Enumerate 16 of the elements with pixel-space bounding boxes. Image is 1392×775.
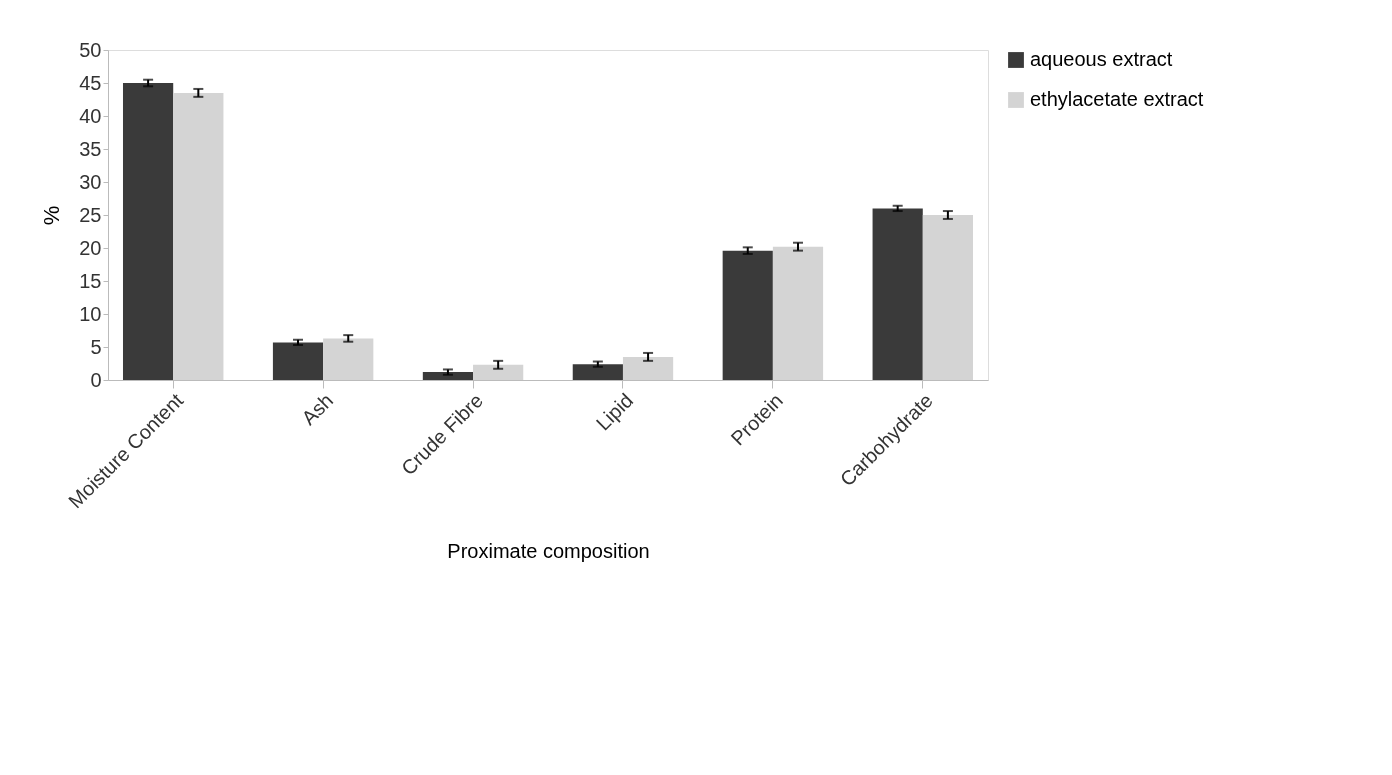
y-tick-label: 5 [90,335,102,358]
y-tick-label: 30 [79,170,102,193]
x-axis-title: Proximate composition [447,540,650,563]
y-tick-label: 40 [79,104,102,127]
x-tick-label: Ash [297,389,338,430]
y-tick-label: 20 [79,236,102,259]
legend-label: aqueous extract [1030,48,1173,70]
y-tick-label: 50 [79,38,102,61]
y-axis-title: % [39,205,65,226]
y-tick-label: 0 [90,368,102,391]
y-tick-label: 10 [79,302,102,325]
y-tick-label: 25 [79,203,102,226]
y-tick-label: 15 [79,269,102,292]
y-tick-label: 45 [79,71,102,94]
y-tick-label: 35 [79,137,102,160]
legend-label: ethylacetate extract [1030,88,1204,110]
